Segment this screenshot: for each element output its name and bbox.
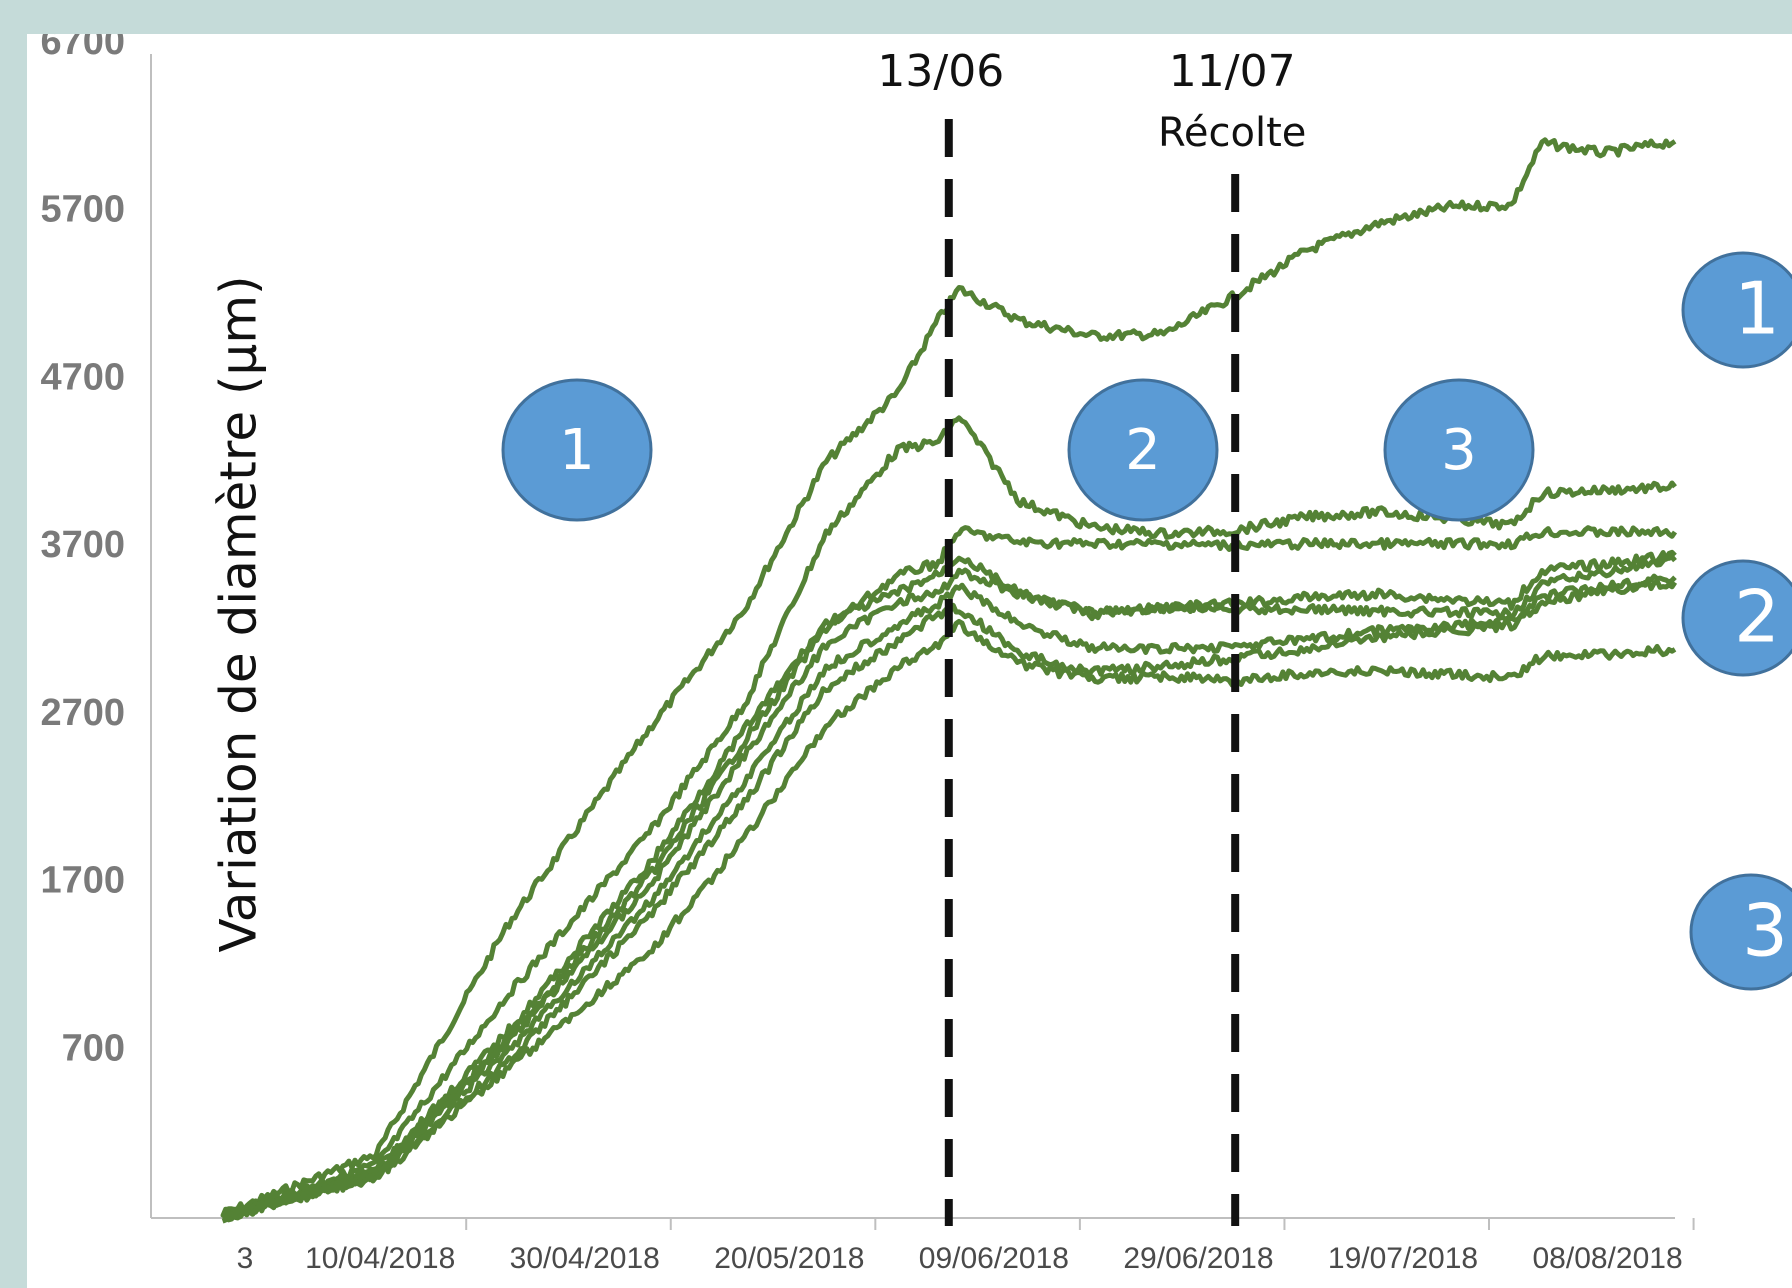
- date-marker-sublabel: Récolte: [1158, 110, 1306, 156]
- y-tick-label: 5700: [40, 189, 125, 231]
- y-tick-label: 4700: [40, 356, 125, 398]
- chart-panel: 6700 5700 4700 3700 2700 1700 700 3 10/04/2018 30…: [27, 34, 1792, 1288]
- svg-text:2: 2: [1125, 418, 1161, 483]
- y-tick-label: 1700: [40, 860, 125, 902]
- x-tick-label: 29/06/2018: [1123, 1242, 1273, 1275]
- x-tick-label: 19/07/2018: [1328, 1242, 1478, 1275]
- phase-badge-3: 3: [1383, 378, 1535, 522]
- svg-text:1: 1: [1734, 267, 1780, 351]
- y-tick-label: 700: [62, 1027, 125, 1069]
- y-tick-label: 6700: [40, 34, 125, 63]
- y-tick-label: 3700: [40, 524, 125, 566]
- svg-text:3: 3: [1742, 889, 1788, 973]
- series-line: [222, 573, 1677, 1222]
- y-axis-label: Variation de diamètre (µm): [210, 275, 268, 952]
- svg-text:2: 2: [1734, 575, 1780, 659]
- side-badge-2: 2: [1681, 559, 1792, 677]
- svg-text:3: 3: [1441, 418, 1477, 483]
- phase-badges: 1 2 3 1 2 3: [501, 251, 1792, 991]
- x-tick-label: 20/05/2018: [714, 1242, 864, 1275]
- x-tick-label: 08/08/2018: [1532, 1242, 1682, 1275]
- x-tick-label: 30/04/2018: [510, 1242, 660, 1275]
- x-tick-label: 10/04/2018: [305, 1242, 455, 1275]
- annotations: 13/06 11/07 Récolte: [877, 46, 1306, 1226]
- side-badge-3: 3: [1689, 873, 1792, 991]
- date-marker-label: 13/06: [877, 46, 1004, 97]
- side-badge-1: 1: [1681, 251, 1792, 369]
- date-marker-label: 11/07: [1169, 46, 1296, 97]
- x-tick-label: 3: [237, 1242, 254, 1275]
- series-line: [221, 554, 1677, 1221]
- y-tick-label: 2700: [40, 692, 125, 734]
- svg-text:1: 1: [559, 418, 595, 483]
- phase-badge-2: 2: [1067, 378, 1219, 522]
- phase-badge-1: 1: [501, 378, 653, 522]
- x-tick-label: 09/06/2018: [919, 1242, 1069, 1275]
